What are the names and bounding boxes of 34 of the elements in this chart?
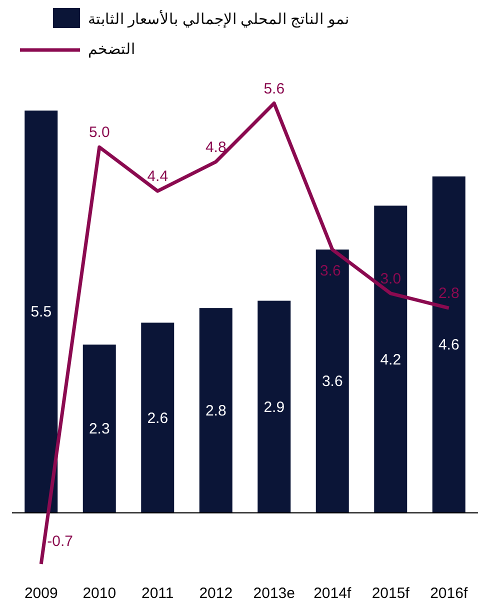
legend-label: التضخم: [88, 41, 135, 58]
x-tick-label: 2009: [24, 585, 58, 602]
x-tick-label: 2011: [141, 585, 174, 602]
data-label: 2.6: [147, 410, 168, 427]
data-label: 2.8: [438, 285, 460, 302]
data-label: -0.7: [47, 533, 73, 550]
x-tick-label: 2012: [199, 585, 233, 602]
x-tick-label: 2013e: [253, 585, 295, 602]
x-tick-label: 2014f: [314, 585, 352, 602]
data-label: 3.6: [320, 262, 341, 280]
data-label: 4.8: [205, 138, 226, 156]
data-label: 4.4: [147, 168, 168, 186]
bar: [24, 110, 58, 513]
bar: [141, 322, 174, 513]
data-label: 2.8: [205, 402, 226, 420]
bar: [374, 206, 408, 513]
x-tick-label: 2016f: [430, 585, 468, 602]
data-label: 3.6: [322, 373, 343, 390]
bar: [199, 308, 232, 513]
data-label: 3.0: [380, 270, 402, 288]
data-label: 2.3: [88, 420, 110, 438]
data-label: 5.0: [88, 124, 110, 142]
legend-label: نمو الناتج المحلي الإجمالي بالأسعار الثابتة: [88, 10, 349, 28]
x-tick-label: 2015f: [372, 585, 410, 602]
bar: [82, 344, 116, 513]
bar: [258, 300, 291, 513]
data-label: 4.6: [438, 336, 460, 354]
bar: [432, 176, 466, 513]
data-label: 2.9: [264, 398, 285, 416]
data-label: 5.6: [264, 80, 285, 98]
bar: [316, 250, 349, 513]
data-label: 5.5: [30, 304, 52, 321]
x-tick-label: 2010: [82, 585, 116, 602]
data-label: 4.2: [380, 351, 402, 368]
